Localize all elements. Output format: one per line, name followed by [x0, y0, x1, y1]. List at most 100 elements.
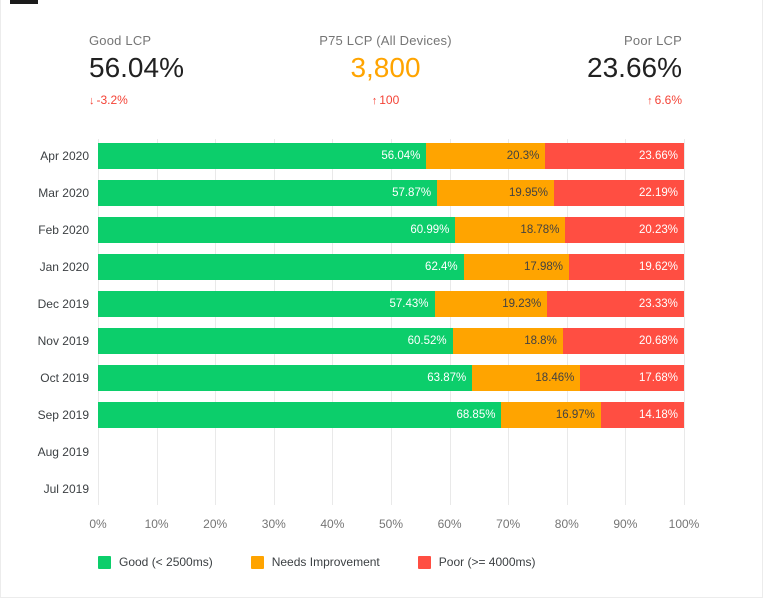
bar-segment[interactable]: 18.8%: [452, 327, 563, 354]
bar-value-label: 14.18%: [638, 408, 678, 421]
arrow-up-icon: ↑: [371, 95, 378, 108]
bar-value-label: 19.62%: [638, 260, 678, 273]
category-label: Apr 2020: [40, 148, 89, 163]
category-label: Aug 2019: [37, 444, 89, 459]
x-axis-tick-label: 100%: [668, 517, 700, 532]
chart-row: Nov 2019 60.52% 18.8% 20.68%: [17, 322, 684, 359]
bar-value-label: 57.43%: [389, 297, 429, 310]
bar-segment[interactable]: 60.52%: [98, 327, 453, 354]
x-axis-tick-label: 70%: [496, 517, 521, 532]
bar-segment[interactable]: 23.33%: [547, 290, 684, 317]
bar-segment[interactable]: 62.4%: [98, 253, 464, 280]
chart-plot-area: Apr 2020 56.04% 20.3% 23.66% Mar 2020 57.87% 1…: [17, 137, 685, 507]
bar-track: 62.4% 17.98% 19.62%: [98, 253, 684, 280]
bar-value-label: 20.68%: [638, 334, 678, 347]
scorecard-label: Poor LCP: [624, 33, 682, 48]
chart-row: Mar 2020 57.87% 19.95% 22.19%: [17, 174, 684, 211]
gridline: [684, 139, 685, 506]
scorecard-p75-lcp: P75 LCP (All Devices) 3,800 ↑ 100: [319, 33, 452, 107]
bar-value-label: 20.3%: [506, 149, 540, 162]
x-axis: 0% 10% 20% 30% 40% 50% 60% 70% 80% 90% 100%: [89, 507, 699, 534]
bar-segment[interactable]: 17.68%: [580, 364, 685, 391]
bar-segment[interactable]: 17.98%: [463, 253, 570, 280]
chart-row: Jan 2020 62.4% 17.98% 19.62%: [17, 248, 684, 285]
bar-segment[interactable]: 23.66%: [545, 142, 684, 169]
bar-value-label: 17.68%: [639, 371, 679, 384]
bar-segment[interactable]: 19.62%: [569, 253, 684, 280]
bar-value-label: 63.87%: [427, 371, 467, 384]
category-label: Jul 2019: [43, 481, 89, 496]
bar-track: 60.99% 18.78% 20.23%: [98, 216, 684, 243]
bar-segment[interactable]: 19.95%: [437, 179, 554, 206]
bar-segment[interactable]: 14.18%: [600, 401, 684, 428]
arrow-up-icon: ↑: [647, 95, 653, 108]
gridline: [449, 139, 451, 506]
legend-item[interactable]: Needs Improvement: [250, 555, 380, 570]
bar-value-label: 17.98%: [524, 260, 564, 273]
scorecard-poor-lcp: Poor LCP 23.66% ↑ 6.6%: [587, 33, 682, 107]
bar-segment[interactable]: 68.85%: [98, 401, 502, 428]
x-axis-tick-label: 40%: [320, 517, 345, 532]
arrow-down-icon: ↓: [89, 95, 95, 108]
legend-swatch-icon: [250, 555, 264, 569]
scorecard-label: P75 LCP (All Devices): [319, 33, 452, 48]
scorecard-delta: ↑ 6.6%: [587, 93, 682, 107]
gridline: [625, 139, 627, 506]
legend-label: Good (< 2500ms): [119, 555, 213, 570]
chart-row: Oct 2019 63.87% 18.46% 17.68%: [17, 359, 685, 396]
bar-segment[interactable]: 18.46%: [472, 364, 581, 391]
category-label: Sep 2019: [37, 407, 89, 422]
chart-row: Sep 2019 68.85% 16.97% 14.18%: [17, 396, 684, 433]
delta-value: -3.2%: [96, 93, 128, 108]
x-axis-tick-label: 90%: [613, 517, 638, 532]
bar-value-label: 60.99%: [410, 223, 450, 236]
bar-segment[interactable]: 57.87%: [98, 179, 438, 206]
bar-segment[interactable]: 56.04%: [98, 142, 427, 169]
delta-value: 100: [379, 93, 400, 108]
gridline: [332, 139, 334, 506]
bar-value-label: 18.8%: [524, 334, 557, 347]
legend-item[interactable]: Good (< 2500ms): [98, 555, 213, 569]
bar-segment[interactable]: 16.97%: [501, 401, 601, 428]
bar-segment[interactable]: 20.3%: [426, 142, 546, 169]
gridline: [98, 139, 99, 506]
bar-value-label: 60.52%: [407, 334, 447, 347]
chart-row: Jul 2019: [17, 470, 684, 507]
bar-segment[interactable]: 19.23%: [434, 290, 548, 317]
bar-segment[interactable]: 18.78%: [455, 216, 566, 243]
gridline: [215, 139, 217, 506]
scorecard-delta: ↓ -3.2%: [89, 93, 184, 107]
chart-row: Feb 2020 60.99% 18.78% 20.23%: [17, 211, 684, 248]
legend-label: Needs Improvement: [271, 555, 380, 570]
legend-swatch-icon: [417, 555, 431, 569]
bar-track: 57.43% 19.23% 23.33%: [98, 290, 684, 317]
bar-track: [98, 439, 684, 465]
gridline: [391, 139, 392, 506]
bar-segment[interactable]: 57.43%: [98, 290, 435, 317]
chart-gridlines: [98, 139, 685, 506]
chart-legend: Good (< 2500ms) Needs Improvement Poor (>=…: [98, 555, 684, 569]
scorecard-label: Good LCP: [89, 33, 152, 48]
bar-track: 57.87% 19.95% 22.19%: [98, 179, 684, 206]
bar-segment[interactable]: 20.23%: [565, 216, 684, 243]
x-axis-tick-label: 60%: [437, 517, 462, 532]
legend-item[interactable]: Poor (>= 4000ms): [417, 555, 535, 569]
bar-segment[interactable]: 60.99%: [98, 216, 456, 243]
top-accent-line: [10, 0, 38, 4]
bar-value-label: 20.23%: [638, 223, 678, 236]
bar-segment[interactable]: 63.87%: [98, 364, 473, 391]
bar-segment[interactable]: 22.19%: [553, 179, 684, 206]
category-label: Oct 2019: [40, 370, 89, 385]
x-axis-tick-label: 30%: [261, 517, 286, 532]
bar-track: [98, 476, 684, 502]
bar-track: 63.87% 18.46% 17.68%: [98, 364, 685, 391]
bar-value-label: 19.95%: [508, 186, 548, 199]
bar-value-label: 19.23%: [502, 297, 542, 310]
legend-swatch-icon: [98, 555, 111, 569]
bar-value-label: 16.97%: [555, 408, 595, 421]
bar-segment[interactable]: 20.68%: [562, 327, 684, 354]
x-axis-tick-label: 50%: [378, 517, 404, 532]
category-label: Nov 2019: [37, 333, 89, 348]
scorecard-value: 56.04%: [89, 52, 184, 83]
x-axis-tick-label: 20%: [203, 517, 228, 532]
